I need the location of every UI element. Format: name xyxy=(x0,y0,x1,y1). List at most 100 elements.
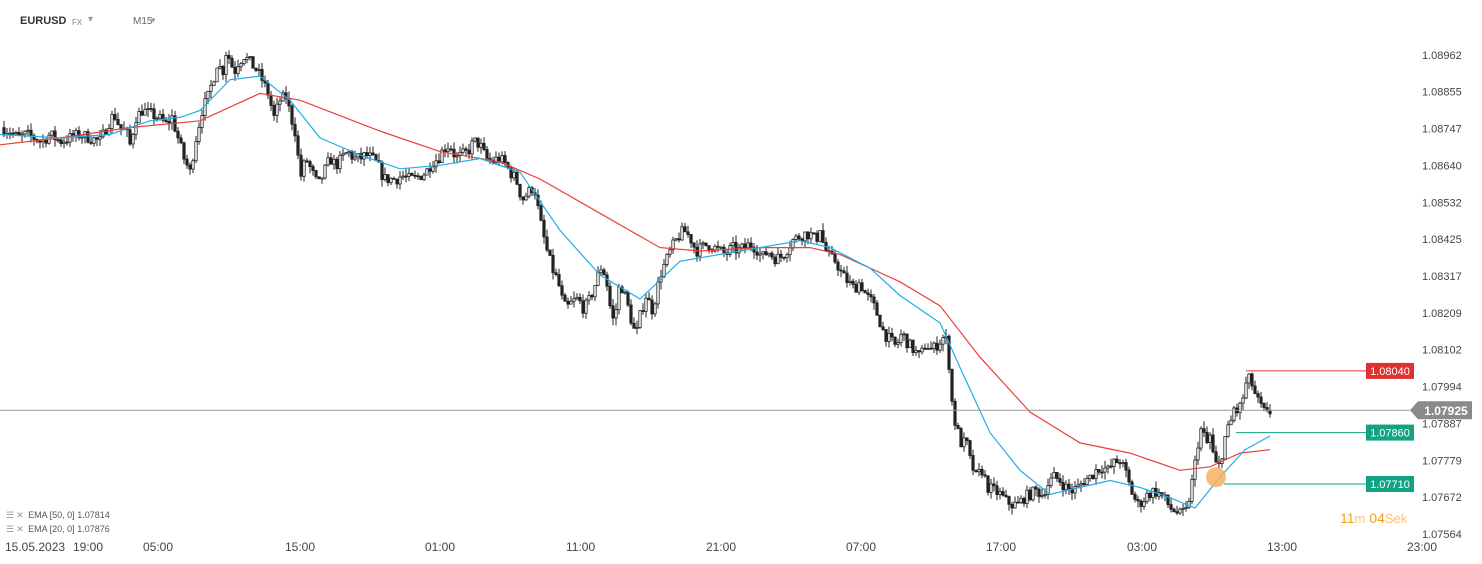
price-axis[interactable]: 1.08962 1.08855 1.08747 1.08640 1.08532 1.084… xyxy=(1422,50,1462,541)
price-tick-label: 1.07672 xyxy=(1422,492,1462,504)
candle-body xyxy=(1013,501,1017,509)
candle-body xyxy=(290,105,294,125)
candle-body xyxy=(1118,462,1122,465)
candle-body xyxy=(797,235,801,240)
candle-body xyxy=(1016,501,1020,504)
candle-body xyxy=(650,299,654,315)
candle-body xyxy=(1121,462,1125,464)
candle-body xyxy=(566,300,570,305)
candle-body xyxy=(218,66,222,69)
candle-body xyxy=(1001,491,1005,496)
candle-body xyxy=(680,226,684,241)
candle-body xyxy=(1184,506,1188,509)
candle-body xyxy=(302,160,306,177)
time-tick-label: 23:00 xyxy=(1407,540,1437,554)
candle-body xyxy=(245,56,249,61)
candle-body xyxy=(752,246,756,253)
candle-body xyxy=(794,235,798,240)
candle-body xyxy=(221,66,225,76)
candle-body xyxy=(731,242,735,247)
current-price-tag: 1.07925 xyxy=(1410,401,1472,420)
candle-body xyxy=(1208,434,1212,444)
chevron-down-icon[interactable]: ▾ xyxy=(151,15,156,25)
candle-body xyxy=(1199,428,1203,449)
candle-body xyxy=(1223,436,1227,460)
chevron-down-icon[interactable]: ▾ xyxy=(88,14,94,25)
candle-body xyxy=(842,270,846,274)
candle-body xyxy=(476,137,480,148)
candle-body xyxy=(413,175,417,177)
candle-body xyxy=(230,57,234,68)
candle-body xyxy=(554,272,558,275)
candle-body xyxy=(407,173,411,177)
candle-body xyxy=(410,173,414,176)
candle-body xyxy=(1241,397,1245,404)
symbol-label[interactable]: EURUSD xyxy=(20,15,67,27)
candle-body xyxy=(1202,428,1206,433)
candle-body xyxy=(98,136,102,140)
time-tick-label: 07:00 xyxy=(846,540,876,554)
time-tick-label: 19:00 xyxy=(73,540,103,554)
candle-body xyxy=(182,142,186,160)
candle-body xyxy=(653,303,657,315)
candle-body xyxy=(893,336,897,345)
candle-body xyxy=(1124,462,1128,471)
price-tick-label: 1.08317 xyxy=(1422,271,1462,283)
signal-marker xyxy=(1206,467,1226,488)
candle-body xyxy=(170,115,174,124)
candle-body xyxy=(1193,459,1197,480)
candle-body xyxy=(908,339,912,349)
candle-body xyxy=(455,155,459,158)
candle-body xyxy=(704,242,708,247)
candle-body xyxy=(923,347,927,350)
menu-icon[interactable]: ☰ xyxy=(6,524,15,534)
candle-body xyxy=(695,246,699,257)
candle-body xyxy=(293,123,297,137)
candle-body xyxy=(272,105,276,116)
candle-body xyxy=(1244,382,1248,399)
close-icon[interactable]: ✕ xyxy=(16,510,24,520)
candle-body xyxy=(404,175,408,178)
candle-body xyxy=(701,242,705,245)
candle-body xyxy=(839,269,843,272)
close-icon[interactable]: ✕ xyxy=(16,524,24,534)
candle-body xyxy=(341,153,345,156)
candle-body xyxy=(1262,402,1266,408)
candle-body xyxy=(734,242,738,254)
price-tick-label: 1.07887 xyxy=(1422,418,1462,430)
candle-body xyxy=(443,149,447,152)
candle-body xyxy=(353,156,357,160)
candle-body xyxy=(11,132,15,135)
candle-body xyxy=(1046,485,1050,496)
candle-body xyxy=(920,347,924,353)
price-tick-label: 1.07779 xyxy=(1422,455,1462,467)
candle-body xyxy=(542,219,546,238)
candle-body xyxy=(92,137,96,144)
candle-body xyxy=(434,160,438,168)
candle-body xyxy=(881,326,885,330)
candle-body xyxy=(1094,469,1098,479)
candle-body xyxy=(503,155,507,163)
candle-body xyxy=(179,137,183,144)
candle-body xyxy=(539,205,543,221)
indicator-legend-ema50[interactable]: ☰ ✕ EMA [50, 0] 1.07814 xyxy=(6,510,110,521)
candle-body xyxy=(95,137,99,140)
candle-body xyxy=(581,300,585,314)
candle-body xyxy=(32,135,36,140)
candle-body xyxy=(392,177,396,180)
candle-body xyxy=(863,290,867,294)
time-tick-label: 15.05.2023 xyxy=(5,540,65,554)
candle-body xyxy=(269,94,273,106)
candle-body xyxy=(1091,474,1095,479)
candle-body xyxy=(1052,472,1056,479)
time-axis[interactable]: 15.05.2023 19:00 05:00 15:00 01:00 11:00 21:00… xyxy=(5,540,1437,554)
indicator-legend-ema20[interactable]: ☰ ✕ EMA [20, 0] 1.07876 xyxy=(6,524,110,535)
menu-icon[interactable]: ☰ xyxy=(6,510,15,520)
candle-body xyxy=(398,176,402,185)
candle-body xyxy=(845,272,849,283)
time-tick-label: 05:00 xyxy=(143,540,173,554)
timeframe-selector[interactable]: M15 xyxy=(133,16,153,27)
candle-body xyxy=(347,151,351,154)
candle-body xyxy=(953,400,957,426)
